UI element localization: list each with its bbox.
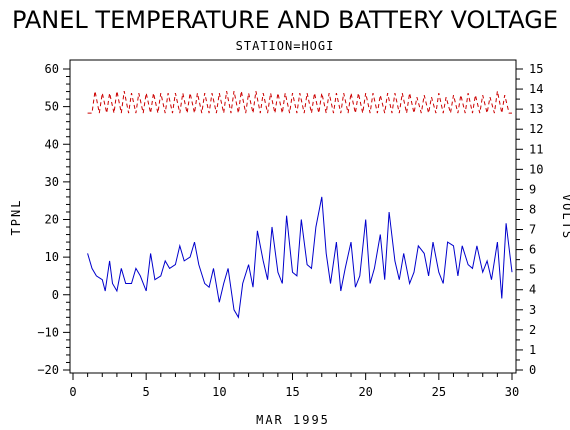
x-tick-label: 20 — [358, 385, 372, 399]
x-tick-label: 25 — [432, 385, 446, 399]
x-tick-label: 5 — [143, 385, 150, 399]
y-left-tick-label: −10 — [37, 325, 59, 339]
y-right-tick-label: 12 — [529, 122, 543, 136]
y-left-tick-label: 50 — [45, 100, 59, 114]
x-tick-label: 10 — [212, 385, 226, 399]
x-tick-label: 0 — [69, 385, 76, 399]
x-axis: 0 5 10 15 20 25 30 — [69, 373, 519, 399]
series-line-volts — [87, 91, 512, 114]
y-right-tick-label: 15 — [529, 62, 543, 76]
y-right-tick-label: 0 — [529, 363, 536, 377]
series-line-tpnl — [87, 196, 513, 319]
y-right-tick-label: 7 — [529, 223, 536, 237]
y-left-tick-label: 30 — [45, 175, 59, 189]
y-right-tick-label: 2 — [529, 323, 536, 337]
y-left-tick-label: 20 — [45, 213, 59, 227]
y-axis-left-label: TPNL — [9, 199, 23, 236]
chart-subtitle: STATION=HOGI — [236, 39, 335, 53]
y-axis-right-label: VOLTS — [560, 194, 570, 240]
chart-title: PANEL TEMPERATURE AND BATTERY VOLTAGE — [12, 6, 558, 34]
y-right-tick-label: 10 — [529, 162, 543, 176]
y-left-tick-label: 0 — [52, 288, 59, 302]
y-axis-left: −20 −10 0 10 20 30 40 50 60 — [37, 62, 70, 377]
x-tick-label: 15 — [285, 385, 299, 399]
y-right-tick-label: 5 — [529, 263, 536, 277]
y-right-tick-label: 1 — [529, 343, 536, 357]
y-right-tick-label: 8 — [529, 202, 536, 216]
y-left-tick-label: 10 — [45, 250, 59, 264]
series-layer — [87, 91, 513, 319]
y-left-tick-label: 60 — [45, 62, 59, 76]
y-right-tick-label: 3 — [529, 303, 536, 317]
y-right-tick-label: 6 — [529, 243, 536, 257]
y-right-tick-label: 13 — [529, 102, 543, 116]
y-right-tick-label: 14 — [529, 82, 543, 96]
y-right-tick-label: 4 — [529, 283, 536, 297]
y-left-tick-label: −20 — [37, 363, 59, 377]
y-right-tick-label: 9 — [529, 182, 536, 196]
y-right-tick-label: 11 — [529, 142, 543, 156]
x-tick-label: 30 — [505, 385, 519, 399]
x-axis-label: MAR 1995 — [256, 413, 330, 427]
y-left-tick-label: 40 — [45, 137, 59, 151]
